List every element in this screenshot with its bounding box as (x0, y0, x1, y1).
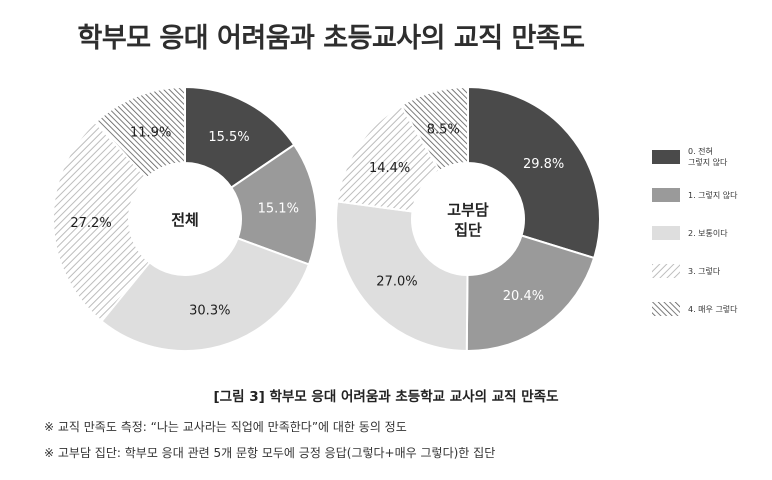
slice-label-1: 15.1% (258, 202, 299, 217)
slice-label-2: 30.3% (189, 304, 230, 319)
legend-item-0: 0. 전혀 그렇지 않다 (652, 142, 770, 172)
note-group: ※ 고부담 집단: 학부모 응대 관련 5개 문항 모두에 긍정 응답(그렇다+… (44, 446, 496, 460)
legend-swatch-0 (652, 150, 680, 164)
legend-item-2: 2. 보통이다 (652, 218, 770, 248)
legend-swatch-4 (652, 302, 680, 316)
slice-label-4: 8.5% (427, 122, 460, 137)
donut-slice-2 (335, 200, 469, 353)
figure-caption: [그림 3] 학부모 응대 어려움과 초등학교 교사의 교직 만족도 (213, 389, 559, 405)
legend-label-0: 0. 전혀 그렇지 않다 (688, 147, 728, 167)
donut-slice-3 (52, 120, 151, 323)
slice-label-0: 15.5% (208, 130, 249, 145)
donut-chart-high-burden: 29.8% 20.4% 27.0% 14.4% 8.5% 고부담 집단 (335, 85, 601, 353)
legend-item-3: 3. 그렇다 (652, 256, 770, 286)
slice-label-0: 29.8% (523, 157, 564, 172)
chart-title: 학부모 응대 어려움과 초등교사의 교직 만족도 (77, 23, 585, 54)
donut-slice-4 (93, 85, 186, 180)
legend-item-4: 4. 매우 그렇다 (652, 294, 770, 324)
donut-center-label: 전체 (171, 211, 199, 229)
donut-slice-2 (100, 237, 311, 352)
donut-chart-overall: 15.5% 15.1% 30.3% 27.2% 11.9% 전체 (52, 85, 318, 352)
legend-label-3: 3. 그렇다 (688, 266, 721, 276)
slice-label-1: 20.4% (503, 289, 544, 304)
legend-swatch-2 (652, 226, 680, 240)
donut-center-label: 고부담 집단 (447, 201, 489, 239)
donut-slice-4 (399, 85, 469, 173)
donut-slice-1 (465, 234, 596, 352)
slice-label-3: 14.4% (369, 161, 410, 176)
legend-label-4: 4. 매우 그렇다 (688, 304, 738, 314)
slice-label-4: 11.9% (130, 125, 171, 140)
slice-label-2: 27.0% (376, 275, 417, 290)
note-measure: ※ 교직 만족도 측정: “나는 교사라는 직업에 만족한다”에 대한 동의 정… (44, 420, 407, 434)
legend-label-2: 2. 보통이다 (688, 228, 728, 238)
legend-swatch-3 (652, 264, 680, 278)
legend: 0. 전혀 그렇지 않다 1. 그렇지 않다 2. 보통이다 3. 그렇다 4.… (652, 142, 770, 332)
legend-swatch-1 (652, 188, 680, 202)
donut-slice-0 (467, 85, 601, 260)
legend-label-1: 1. 그렇지 않다 (688, 190, 738, 200)
legend-item-1: 1. 그렇지 않다 (652, 180, 770, 210)
donut-slice-1 (229, 143, 318, 266)
slice-label-3: 27.2% (70, 216, 111, 231)
